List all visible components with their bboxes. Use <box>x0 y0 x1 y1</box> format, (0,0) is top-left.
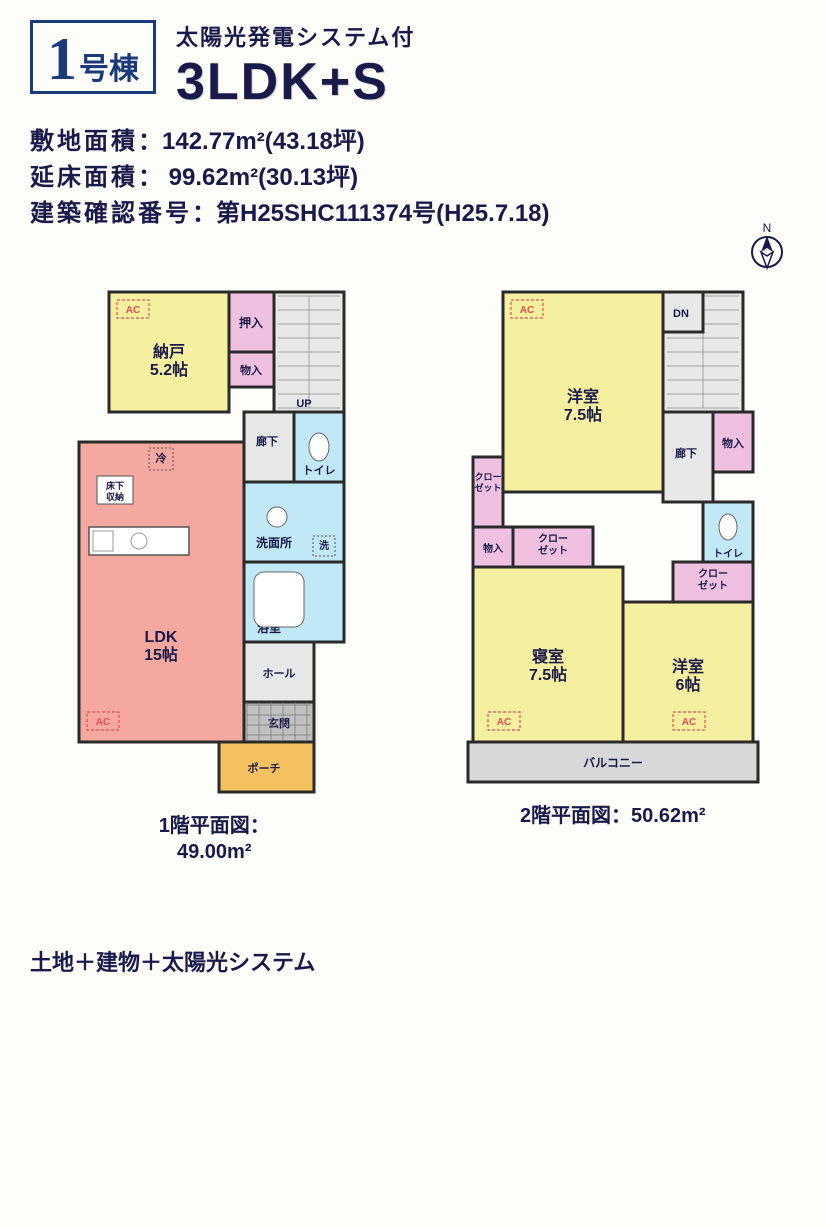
permit-label: 建築確認番号 <box>30 200 192 227</box>
svg-text:クロー: クロー <box>474 472 501 482</box>
svg-text:バルコニー: バルコニー <box>583 756 643 770</box>
svg-text:AC: AC <box>520 305 534 316</box>
building-number-box: 1 号棟 <box>30 20 156 94</box>
floor-area-label: 延床面積 <box>30 164 138 191</box>
compass-icon: N <box>747 222 787 277</box>
floor1-caption: 1階平面図： 49.00m² <box>30 813 399 865</box>
svg-text:クロー: クロー <box>538 533 568 545</box>
svg-text:5.2帖: 5.2帖 <box>150 360 188 379</box>
svg-text:廊下: 廊下 <box>256 434 278 448</box>
svg-text:物入: 物入 <box>722 436 744 450</box>
permit-row: 建築確認番号：第H25SHC111374号(H25.7.18) <box>30 196 797 232</box>
svg-text:寝室: 寝室 <box>532 647 564 666</box>
footer-note: 土地＋建物＋太陽光システム <box>30 945 797 977</box>
svg-text:AC: AC <box>126 305 140 316</box>
header: 1 号棟 太陽光発電システム付 3LDK+S <box>30 20 797 112</box>
svg-text:ポーチ: ポーチ <box>248 761 281 775</box>
svg-text:ゼット: ゼット <box>474 482 501 493</box>
svg-text:AC: AC <box>497 717 511 728</box>
svg-text:トイレ: トイレ <box>303 464 336 477</box>
svg-text:N: N <box>763 222 772 235</box>
floor-area-row: 延床面積： 99.62m²(30.13坪) <box>30 160 797 196</box>
floorplans: N 納戸5.2帖押入物入LDK15帖廊下トイレ洗面所浴室ホール玄関ポーチACAC… <box>30 262 797 865</box>
floor1-plan: 納戸5.2帖押入物入LDK15帖廊下トイレ洗面所浴室ホール玄関ポーチACACUP… <box>59 262 369 807</box>
floor1-caption-line1: 1階平面図： <box>159 815 270 837</box>
floor1-caption-line2: 49.00m² <box>177 841 252 863</box>
svg-text:冷: 冷 <box>156 451 167 465</box>
room-washroom <box>244 482 344 562</box>
svg-text:物入: 物入 <box>483 542 503 555</box>
svg-text:廊下: 廊下 <box>675 446 697 460</box>
svg-text:ゼット: ゼット <box>538 544 568 557</box>
svg-text:床下: 床下 <box>106 480 124 491</box>
solar-label: 太陽光発電システム付 <box>176 20 797 52</box>
svg-text:ゼット: ゼット <box>698 579 728 592</box>
svg-text:洗: 洗 <box>319 539 329 552</box>
svg-text:ホール: ホール <box>263 667 296 680</box>
svg-text:UP: UP <box>297 398 312 410</box>
svg-text:6帖: 6帖 <box>675 675 700 694</box>
svg-text:押入: 押入 <box>239 315 263 330</box>
floor1-column: 納戸5.2帖押入物入LDK15帖廊下トイレ洗面所浴室ホール玄関ポーチACACUP… <box>30 262 399 865</box>
building-suffix: 号棟 <box>79 44 139 88</box>
svg-text:洋室: 洋室 <box>672 657 704 676</box>
svg-text:7.5帖: 7.5帖 <box>564 405 602 424</box>
floor2-column: 洋室7.5帖廊下物入トイレクローゼット物入クローゼットクローゼット寝室7.5帖洋… <box>429 262 798 829</box>
site-area-value: 142.77m²(43.18坪) <box>162 128 365 155</box>
layout-title: 3LDK+S <box>176 52 797 112</box>
floor2-caption: 2階平面図：50.62m² <box>429 803 798 829</box>
permit-value: 第H25SHC111374号(H25.7.18) <box>216 200 550 227</box>
svg-text:収納: 収納 <box>106 491 124 502</box>
svg-text:クロー: クロー <box>698 568 728 580</box>
svg-text:AC: AC <box>96 717 110 728</box>
building-number: 1 <box>47 29 77 89</box>
site-area-label: 敷地面積 <box>30 128 138 155</box>
floor2-plan: 洋室7.5帖廊下物入トイレクローゼット物入クローゼットクローゼット寝室7.5帖洋… <box>453 262 773 797</box>
svg-text:洗面所: 洗面所 <box>256 535 292 550</box>
svg-text:AC: AC <box>682 717 696 728</box>
svg-text:15帖: 15帖 <box>144 645 178 664</box>
svg-text:LDK: LDK <box>145 629 178 646</box>
svg-text:7.5帖: 7.5帖 <box>529 665 567 684</box>
svg-text:DN: DN <box>673 308 689 320</box>
svg-text:物入: 物入 <box>240 363 262 377</box>
specs-block: 敷地面積：142.77m²(43.18坪) 延床面積： 99.62m²(30.1… <box>30 124 797 232</box>
svg-text:洋室: 洋室 <box>567 387 599 406</box>
svg-text:納戸: 納戸 <box>153 342 185 361</box>
svg-text:トイレ: トイレ <box>713 548 743 560</box>
floor-area-value: 99.62m²(30.13坪) <box>169 164 358 191</box>
site-area-row: 敷地面積：142.77m²(43.18坪) <box>30 124 797 160</box>
title-stack: 太陽光発電システム付 3LDK+S <box>176 20 797 112</box>
